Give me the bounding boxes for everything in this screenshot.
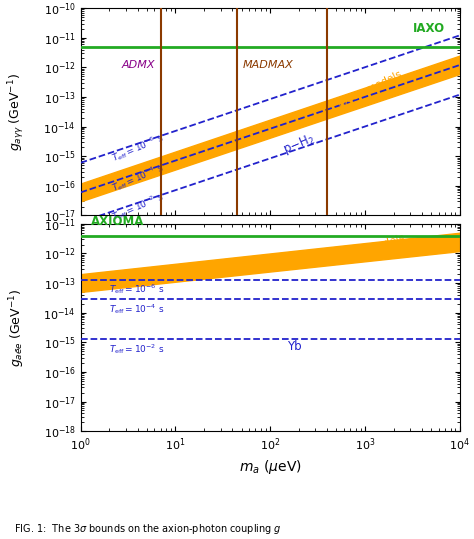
Text: axion models: axion models: [337, 233, 406, 264]
Y-axis label: $g_{a\gamma\gamma}$ (GeV$^{-1}$): $g_{a\gamma\gamma}$ (GeV$^{-1}$): [7, 73, 27, 151]
Text: $T_{\rm eff}=10^{-2}$ s: $T_{\rm eff}=10^{-2}$ s: [109, 190, 165, 224]
Text: $T_{\rm eff}=10^{-6}$ s: $T_{\rm eff}=10^{-6}$ s: [109, 282, 164, 296]
Text: $T_{\rm eff}=10^{-6}$ s: $T_{\rm eff}=10^{-6}$ s: [109, 131, 165, 165]
Text: p$-$H$_2$: p$-$H$_2$: [281, 130, 317, 158]
Text: Yb: Yb: [287, 341, 301, 354]
Y-axis label: $g_{a\bar{e}e}$ (GeV$^{-1}$): $g_{a\bar{e}e}$ (GeV$^{-1}$): [8, 288, 27, 367]
Text: $T_{\rm eff}=10^{-4}$ s: $T_{\rm eff}=10^{-4}$ s: [109, 161, 165, 195]
Text: $T_{\rm eff}=10^{-4}$ s: $T_{\rm eff}=10^{-4}$ s: [109, 302, 164, 316]
Text: AXIOMA: AXIOMA: [91, 215, 145, 228]
X-axis label: $m_a$ ($\mu$eV): $m_a$ ($\mu$eV): [239, 458, 301, 476]
Text: MADMAX: MADMAX: [243, 60, 294, 70]
Text: IAXO: IAXO: [413, 22, 445, 35]
Text: $T_{\rm eff}=10^{-2}$ s: $T_{\rm eff}=10^{-2}$ s: [109, 342, 164, 356]
Text: axion models: axion models: [337, 70, 403, 109]
Text: FIG. 1:  The $3\sigma$ bounds on the axion-photon coupling $g$: FIG. 1: The $3\sigma$ bounds on the axio…: [14, 522, 282, 536]
Text: ADMX: ADMX: [122, 60, 155, 70]
